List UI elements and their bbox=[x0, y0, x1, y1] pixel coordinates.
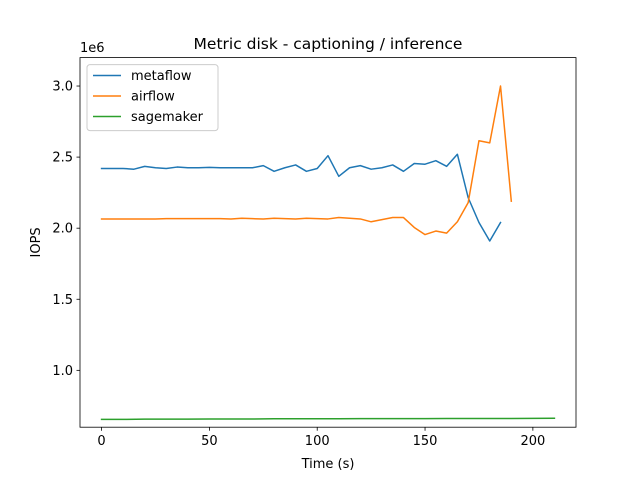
x-tick-label: 200 bbox=[520, 434, 545, 449]
x-tick-label: 100 bbox=[305, 434, 330, 449]
y-tick-label: 2.5 bbox=[52, 151, 73, 166]
y-axis-ticks: 1.0 1.5 2.0 2.5 3.0 bbox=[52, 80, 80, 379]
legend-label-sagemaker: sagemaker bbox=[131, 110, 204, 125]
legend: metaflow airflow sagemaker bbox=[86, 64, 219, 132]
y-tick-label: 3.0 bbox=[52, 80, 73, 95]
series-line-sagemaker bbox=[100, 417, 556, 421]
chart-title: Metric disk - captioning / inference bbox=[194, 35, 463, 53]
y-tick-label: 1.5 bbox=[52, 293, 73, 308]
legend-label-metaflow: metaflow bbox=[131, 69, 192, 84]
x-tick-label: 0 bbox=[97, 434, 105, 449]
y-tick-label: 2.0 bbox=[52, 222, 73, 237]
x-tick-label: 150 bbox=[413, 434, 438, 449]
series-lines bbox=[100, 85, 556, 421]
y-offset-label: 1e6 bbox=[80, 41, 105, 56]
x-axis-ticks: 0 50 100 150 200 bbox=[97, 427, 545, 449]
y-axis-label: IOPS bbox=[29, 227, 44, 257]
y-tick-label: 1.0 bbox=[52, 364, 73, 379]
series-line-airflow bbox=[100, 85, 513, 236]
x-axis-label: Time (s) bbox=[301, 457, 355, 472]
legend-box bbox=[86, 64, 219, 132]
plot-frame bbox=[79, 57, 577, 428]
legend-label-airflow: airflow bbox=[131, 90, 175, 105]
series-line-metaflow bbox=[100, 153, 502, 242]
x-tick-label: 50 bbox=[201, 434, 218, 449]
